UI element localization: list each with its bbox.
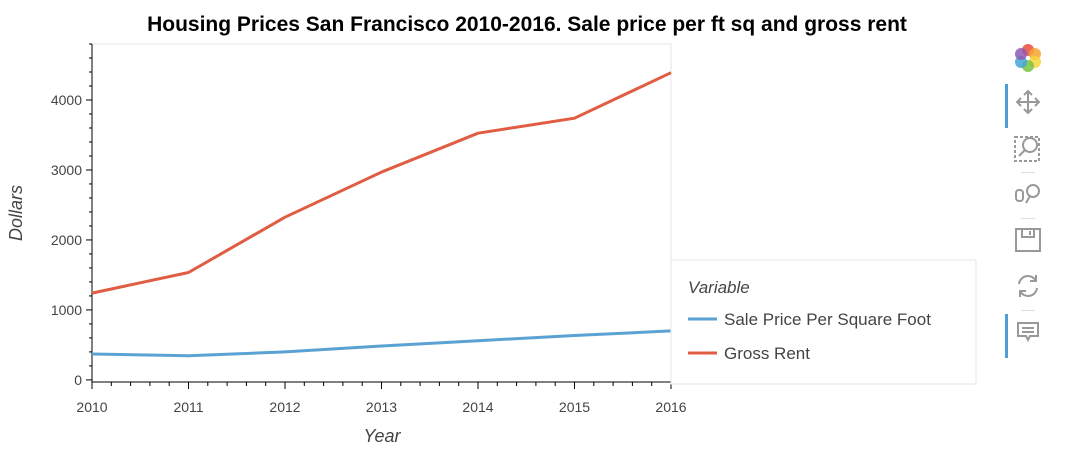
legend-box	[670, 259, 977, 385]
wheel-zoom-tool-button[interactable]	[1008, 174, 1048, 214]
y-tick-label: 3000	[51, 162, 82, 178]
x-axis: 2010 2011 2012 2013 2014 2015 2016	[76, 381, 687, 415]
box-zoom-tool-button[interactable]	[1008, 128, 1048, 168]
reset-tool-button[interactable]	[1008, 266, 1048, 306]
y-tick-label: 1000	[51, 302, 82, 318]
series-lines	[91, 71, 672, 358]
legend: Variable Sale Price Per Square Foot Gros…	[670, 259, 977, 385]
legend-label-gross-rent: Gross Rent	[724, 344, 810, 363]
y-tick-label: 0	[74, 372, 82, 388]
chart-toolbar	[1000, 38, 1060, 368]
save-icon	[1015, 228, 1041, 252]
series-line-0	[91, 329, 672, 358]
hover-tool-button[interactable]	[1005, 312, 1048, 358]
x-tick-label: 2014	[462, 399, 493, 415]
pan-tool-button[interactable]	[1005, 82, 1048, 128]
y-tick-label: 2000	[51, 232, 82, 248]
plot-frame	[91, 43, 672, 383]
legend-title: Variable	[688, 278, 750, 297]
pan-icon	[1015, 89, 1041, 115]
x-tick-label: 2012	[269, 399, 300, 415]
x-tick-label: 2011	[173, 399, 203, 415]
y-axis: 0 1000 2000 3000 4000	[51, 43, 93, 388]
box-zoom-icon	[1014, 136, 1040, 162]
series-line-1	[91, 71, 672, 295]
x-tick-label: 2016	[655, 399, 686, 415]
y-axis-label: Dollars	[6, 185, 26, 241]
x-tick-label: 2013	[366, 399, 397, 415]
reset-icon	[1018, 275, 1038, 297]
x-tick-label: 2010	[76, 399, 107, 415]
legend-label-sale-price: Sale Price Per Square Foot	[724, 310, 931, 329]
x-axis-label: Year	[363, 426, 401, 446]
wheel-zoom-icon	[1015, 184, 1040, 204]
bokeh-logo-icon[interactable]	[1008, 38, 1048, 78]
chart-title: Housing Prices San Francisco 2010-2016. …	[147, 13, 907, 36]
y-tick-label: 4000	[51, 92, 82, 108]
x-tick-label: 2015	[559, 399, 590, 415]
hover-icon	[1017, 322, 1039, 343]
save-tool-button[interactable]	[1008, 220, 1048, 260]
